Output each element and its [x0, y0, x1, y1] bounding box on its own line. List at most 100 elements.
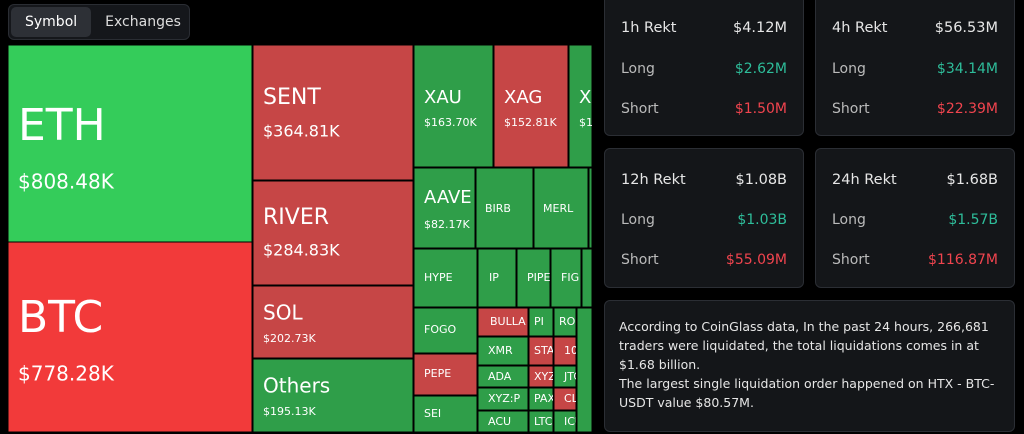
- tile: [253, 286, 413, 358]
- tile-group: XYZ: [529, 366, 556, 387]
- tile-label: Others: [263, 374, 330, 398]
- tile-label: ACU: [488, 415, 511, 428]
- tile-group: ETH $808.48K: [8, 45, 252, 242]
- tab[interactable]: Symbol: [11, 7, 92, 37]
- tile-group: 10: [554, 337, 578, 365]
- tile-group: CL: [554, 388, 576, 410]
- tile-group: LTC: [529, 411, 553, 432]
- tile-label: 10: [564, 344, 578, 357]
- tile-group: AAVE $82.17K: [414, 168, 475, 248]
- stat-row: Long $34.14M: [832, 61, 998, 77]
- tile-value: $284.83K: [263, 241, 340, 260]
- tile-group: ACU: [478, 411, 528, 432]
- stat-value: $2.62M: [734, 61, 787, 77]
- stat-card: 4h Rekt $56.53M Long $34.14M Short $22.39M: [815, 0, 1015, 136]
- tile-value: $195.13K: [263, 405, 316, 418]
- stat-total: $1.68B: [946, 172, 998, 188]
- stat-label: Long: [832, 212, 866, 228]
- tile-group: RIVER $284.83K: [253, 181, 413, 285]
- tile-group: PAX: [529, 388, 555, 410]
- tile-label: XMR: [488, 344, 513, 357]
- tile-group: FIG: [551, 249, 581, 307]
- tile: [581, 248, 593, 308]
- tile: [494, 45, 568, 167]
- tile-label: LTC: [534, 415, 553, 428]
- tile-group: XAU $163.70K: [414, 45, 493, 167]
- tile-group: PEPE: [414, 354, 477, 395]
- stat-label: Long: [621, 61, 655, 77]
- stat-row: Short $22.39M: [832, 101, 998, 117]
- stat-row: Short $1.50M: [621, 101, 787, 117]
- tile: [554, 308, 576, 336]
- tile: [569, 45, 592, 167]
- tile-label: PEPE: [424, 367, 451, 380]
- stat-title: 1h Rekt: [621, 20, 677, 36]
- tile: [414, 308, 477, 353]
- tile-label: BTC: [18, 292, 103, 343]
- tile-group: BIRB: [476, 168, 533, 248]
- tile-label: RO: [559, 315, 576, 328]
- stat-label: Short: [832, 101, 870, 117]
- tile: [554, 337, 576, 365]
- tile: [554, 366, 576, 387]
- stat-row: Short $116.87M: [832, 252, 998, 268]
- tile-label: XAU: [424, 87, 462, 108]
- stat-total: $4.12M: [732, 20, 787, 36]
- tile-value: $778.28K: [18, 362, 115, 386]
- stat-header: 4h Rekt $56.53M: [832, 20, 998, 36]
- tile: [478, 366, 528, 387]
- tile: [8, 45, 252, 242]
- tile-group: STA: [529, 337, 553, 365]
- stat-total: $1.08B: [735, 172, 787, 188]
- tile-group: RO: [554, 308, 576, 336]
- tile: [253, 359, 413, 432]
- tile-group: PI: [529, 308, 553, 336]
- tile-group: PIPE: [517, 249, 550, 307]
- tile-label: XYZ:P: [488, 392, 520, 405]
- tile-value: $82.17K: [424, 218, 470, 231]
- tile-group: SENT $364.81K: [253, 45, 413, 180]
- tile-label: HYPE: [424, 271, 453, 284]
- tile-label: BULLA: [490, 315, 526, 328]
- stat-value: $55.09M: [725, 252, 787, 268]
- tile-group: MERL: [534, 168, 588, 248]
- tile: [478, 388, 528, 410]
- tile-value: $808.48K: [18, 170, 115, 194]
- tile-value: $364.81K: [263, 122, 340, 141]
- tile-group: Others $195.13K: [253, 359, 413, 432]
- tile: [529, 366, 553, 387]
- tile-group: JTC: [554, 366, 576, 387]
- tile-label: XYZ: [534, 370, 556, 383]
- tile-label: XAG: [504, 87, 542, 108]
- stat-value: $1.57B: [948, 212, 998, 228]
- stat-title: 4h Rekt: [832, 20, 888, 36]
- tile-group: BULLA: [478, 308, 528, 336]
- stat-card: 12h Rekt $1.08B Long $1.03B Short $55.09M: [604, 148, 804, 288]
- tile-label: X: [579, 87, 591, 108]
- tile-value: $202.73K: [263, 332, 316, 345]
- tile: [253, 181, 413, 285]
- tab[interactable]: Exchanges: [105, 14, 181, 30]
- tile-group: FOGO: [414, 308, 477, 353]
- tile-group: SEI: [414, 396, 477, 432]
- tile-label: SEI: [424, 407, 441, 420]
- stat-label: Short: [621, 101, 659, 117]
- tile-label: PAX: [534, 392, 555, 405]
- tile: [414, 168, 475, 248]
- tile: [529, 308, 553, 336]
- tile-value: $152.81K: [504, 116, 557, 129]
- tile-group: HYPE: [414, 249, 477, 307]
- tile: [529, 388, 553, 410]
- tile: [576, 307, 593, 433]
- tile: [517, 249, 550, 307]
- stat-value: $116.87M: [928, 252, 998, 268]
- tile: [476, 168, 533, 248]
- tile: [478, 308, 528, 336]
- tile-label: SENT: [263, 85, 321, 110]
- tile-label: RIVER: [263, 205, 329, 230]
- summary: According to CoinGlass data, In the past…: [604, 300, 1015, 432]
- tile-group: XAG $152.81K: [494, 45, 568, 167]
- tile-label: FIG: [561, 271, 579, 284]
- stat-row: Long $2.62M: [621, 61, 787, 77]
